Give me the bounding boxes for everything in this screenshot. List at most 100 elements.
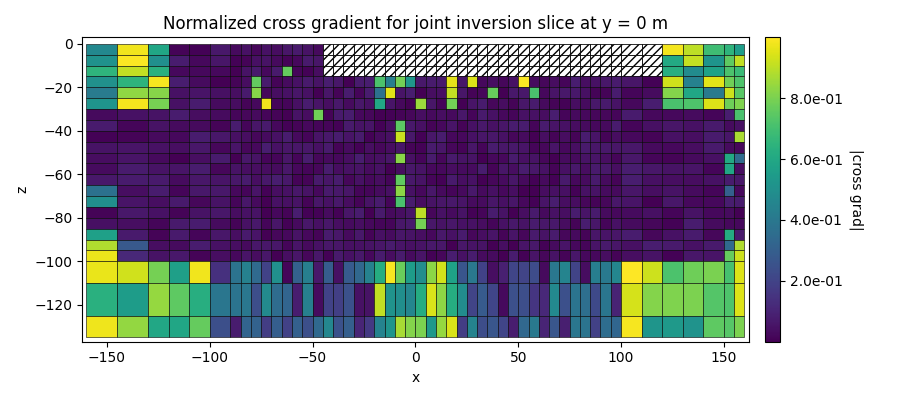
Bar bbox=[488, 240, 498, 250]
Bar bbox=[86, 109, 117, 120]
Bar bbox=[261, 218, 272, 229]
Bar bbox=[344, 229, 354, 240]
Bar bbox=[354, 261, 364, 283]
Bar bbox=[560, 87, 570, 98]
Bar bbox=[703, 44, 724, 55]
Bar bbox=[230, 185, 240, 196]
Bar bbox=[384, 240, 395, 250]
Bar bbox=[642, 250, 662, 261]
Bar bbox=[518, 229, 528, 240]
Bar bbox=[590, 44, 600, 55]
Bar bbox=[621, 152, 642, 164]
Bar bbox=[117, 218, 148, 229]
Bar bbox=[117, 76, 148, 87]
Bar bbox=[384, 196, 395, 207]
Bar bbox=[251, 261, 261, 283]
Bar bbox=[261, 250, 272, 261]
Bar bbox=[446, 66, 456, 76]
Bar bbox=[477, 261, 488, 283]
Bar bbox=[642, 152, 662, 164]
Bar bbox=[508, 316, 518, 337]
Bar bbox=[354, 196, 364, 207]
Bar bbox=[251, 283, 261, 316]
Bar bbox=[518, 87, 528, 98]
Bar bbox=[528, 120, 539, 131]
Bar bbox=[570, 152, 580, 164]
Bar bbox=[436, 164, 446, 174]
Bar bbox=[570, 207, 580, 218]
Bar bbox=[642, 55, 662, 66]
Bar bbox=[405, 196, 416, 207]
Bar bbox=[611, 152, 621, 164]
Bar bbox=[168, 174, 189, 185]
Bar bbox=[590, 55, 600, 66]
Bar bbox=[323, 66, 333, 76]
Bar bbox=[580, 55, 590, 66]
Bar bbox=[724, 66, 734, 76]
Bar bbox=[405, 174, 416, 185]
Bar bbox=[734, 98, 744, 109]
Bar bbox=[703, 261, 724, 283]
Bar bbox=[292, 185, 302, 196]
Bar bbox=[364, 283, 374, 316]
Bar bbox=[261, 87, 272, 98]
Bar bbox=[230, 229, 240, 240]
Bar bbox=[405, 76, 416, 87]
Bar bbox=[323, 174, 333, 185]
Bar bbox=[251, 185, 261, 196]
Bar bbox=[323, 316, 333, 337]
Bar bbox=[210, 218, 230, 229]
Bar bbox=[426, 218, 436, 229]
Bar bbox=[518, 131, 528, 142]
Bar bbox=[600, 316, 611, 337]
Bar bbox=[292, 174, 302, 185]
Bar bbox=[323, 152, 333, 164]
Bar bbox=[189, 185, 210, 196]
Bar bbox=[560, 152, 570, 164]
Bar bbox=[240, 55, 251, 66]
Bar bbox=[395, 164, 405, 174]
Bar bbox=[426, 76, 436, 87]
Bar bbox=[456, 109, 467, 120]
Bar bbox=[354, 66, 364, 76]
Bar bbox=[240, 250, 251, 261]
Bar bbox=[539, 87, 549, 98]
Bar bbox=[456, 44, 467, 55]
Bar bbox=[508, 44, 518, 55]
Bar bbox=[251, 87, 261, 98]
Bar bbox=[539, 109, 549, 120]
Bar bbox=[549, 131, 560, 142]
Bar bbox=[446, 44, 456, 55]
Bar bbox=[426, 316, 436, 337]
Bar bbox=[621, 218, 642, 229]
Bar bbox=[508, 142, 518, 152]
Bar bbox=[117, 207, 148, 218]
Bar bbox=[210, 250, 230, 261]
Bar bbox=[498, 44, 508, 55]
Bar bbox=[621, 55, 642, 66]
Bar bbox=[302, 164, 312, 174]
Bar bbox=[251, 240, 261, 250]
Bar bbox=[168, 109, 189, 120]
Bar bbox=[210, 66, 230, 76]
Bar bbox=[621, 283, 642, 316]
Bar bbox=[364, 66, 374, 76]
Bar bbox=[570, 164, 580, 174]
Bar bbox=[528, 250, 539, 261]
Bar bbox=[436, 131, 446, 142]
Bar bbox=[416, 316, 426, 337]
Bar bbox=[302, 142, 312, 152]
Bar bbox=[734, 109, 744, 120]
Bar bbox=[621, 120, 642, 131]
Bar bbox=[416, 131, 426, 142]
Bar bbox=[210, 55, 230, 66]
Bar bbox=[621, 196, 642, 207]
Bar bbox=[611, 174, 621, 185]
Bar bbox=[662, 98, 683, 109]
Bar bbox=[426, 131, 436, 142]
Bar bbox=[282, 55, 292, 66]
Bar bbox=[426, 164, 436, 174]
Bar bbox=[703, 66, 724, 76]
Bar bbox=[611, 229, 621, 240]
Bar bbox=[549, 55, 560, 66]
